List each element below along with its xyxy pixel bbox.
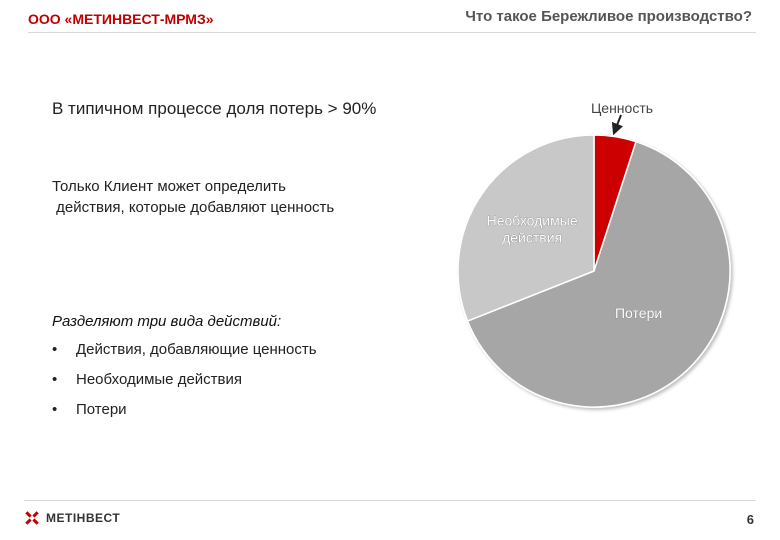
client-note: Только Клиент может определить действия,… xyxy=(52,176,334,218)
loss-share-statement: В типичном процессе доля потерь > 90% xyxy=(52,99,377,118)
pie-slice-label-2: Потери xyxy=(615,305,662,321)
pie-slice-label-line: Ценность xyxy=(591,100,653,116)
brand-name: МЕТІНВЕСТ xyxy=(46,511,121,525)
page-number: 6 xyxy=(746,512,754,527)
pie-slice-label-3: Необходимые действия xyxy=(487,213,578,246)
pie-slice-3 xyxy=(457,134,595,323)
footer-logo: МЕТІНВЕСТ xyxy=(24,510,120,526)
pie-slice-2 xyxy=(466,140,731,408)
bullet-icon: • xyxy=(52,341,58,358)
action-types-heading: Разделяют три вида действий: xyxy=(52,313,282,330)
client-note-line-1: Только Клиент может определить xyxy=(52,178,286,195)
bottom-divider xyxy=(24,500,756,501)
bullet-icon: • xyxy=(52,371,58,388)
pie-slice-label-line: Потери xyxy=(615,305,662,321)
pie-slice-label-line: Необходимые xyxy=(487,213,578,229)
top-divider xyxy=(28,32,756,33)
list-item-label: Потери xyxy=(76,401,127,418)
pie-slice-label-1: Ценность xyxy=(591,100,653,116)
list-item: • Необходимые действия xyxy=(52,371,317,401)
pie-slices xyxy=(457,134,731,408)
metinvest-logo-icon xyxy=(25,511,39,525)
company-name: ООО «МЕТИНВЕСТ-МРМЗ» xyxy=(28,11,214,27)
pie-slice-label-line: действия xyxy=(502,230,562,246)
list-item-label: Действия, добавляющие ценность xyxy=(76,341,317,358)
client-note-line-2: действия, которые добавляют ценность xyxy=(52,199,335,216)
pie-labels: Ценность Потери Необходимые действия xyxy=(486,100,662,321)
list-item: • Потери xyxy=(52,401,317,431)
slide-title: Что такое Бережливое производство? xyxy=(465,8,752,25)
action-types-list: • Действия, добавляющие ценность • Необход… xyxy=(52,341,317,431)
value-callout-arrow xyxy=(611,114,624,136)
bullet-icon: • xyxy=(52,401,58,418)
list-item-label: Необходимые действия xyxy=(76,371,243,388)
list-item: • Действия, добавляющие ценность xyxy=(52,341,317,371)
